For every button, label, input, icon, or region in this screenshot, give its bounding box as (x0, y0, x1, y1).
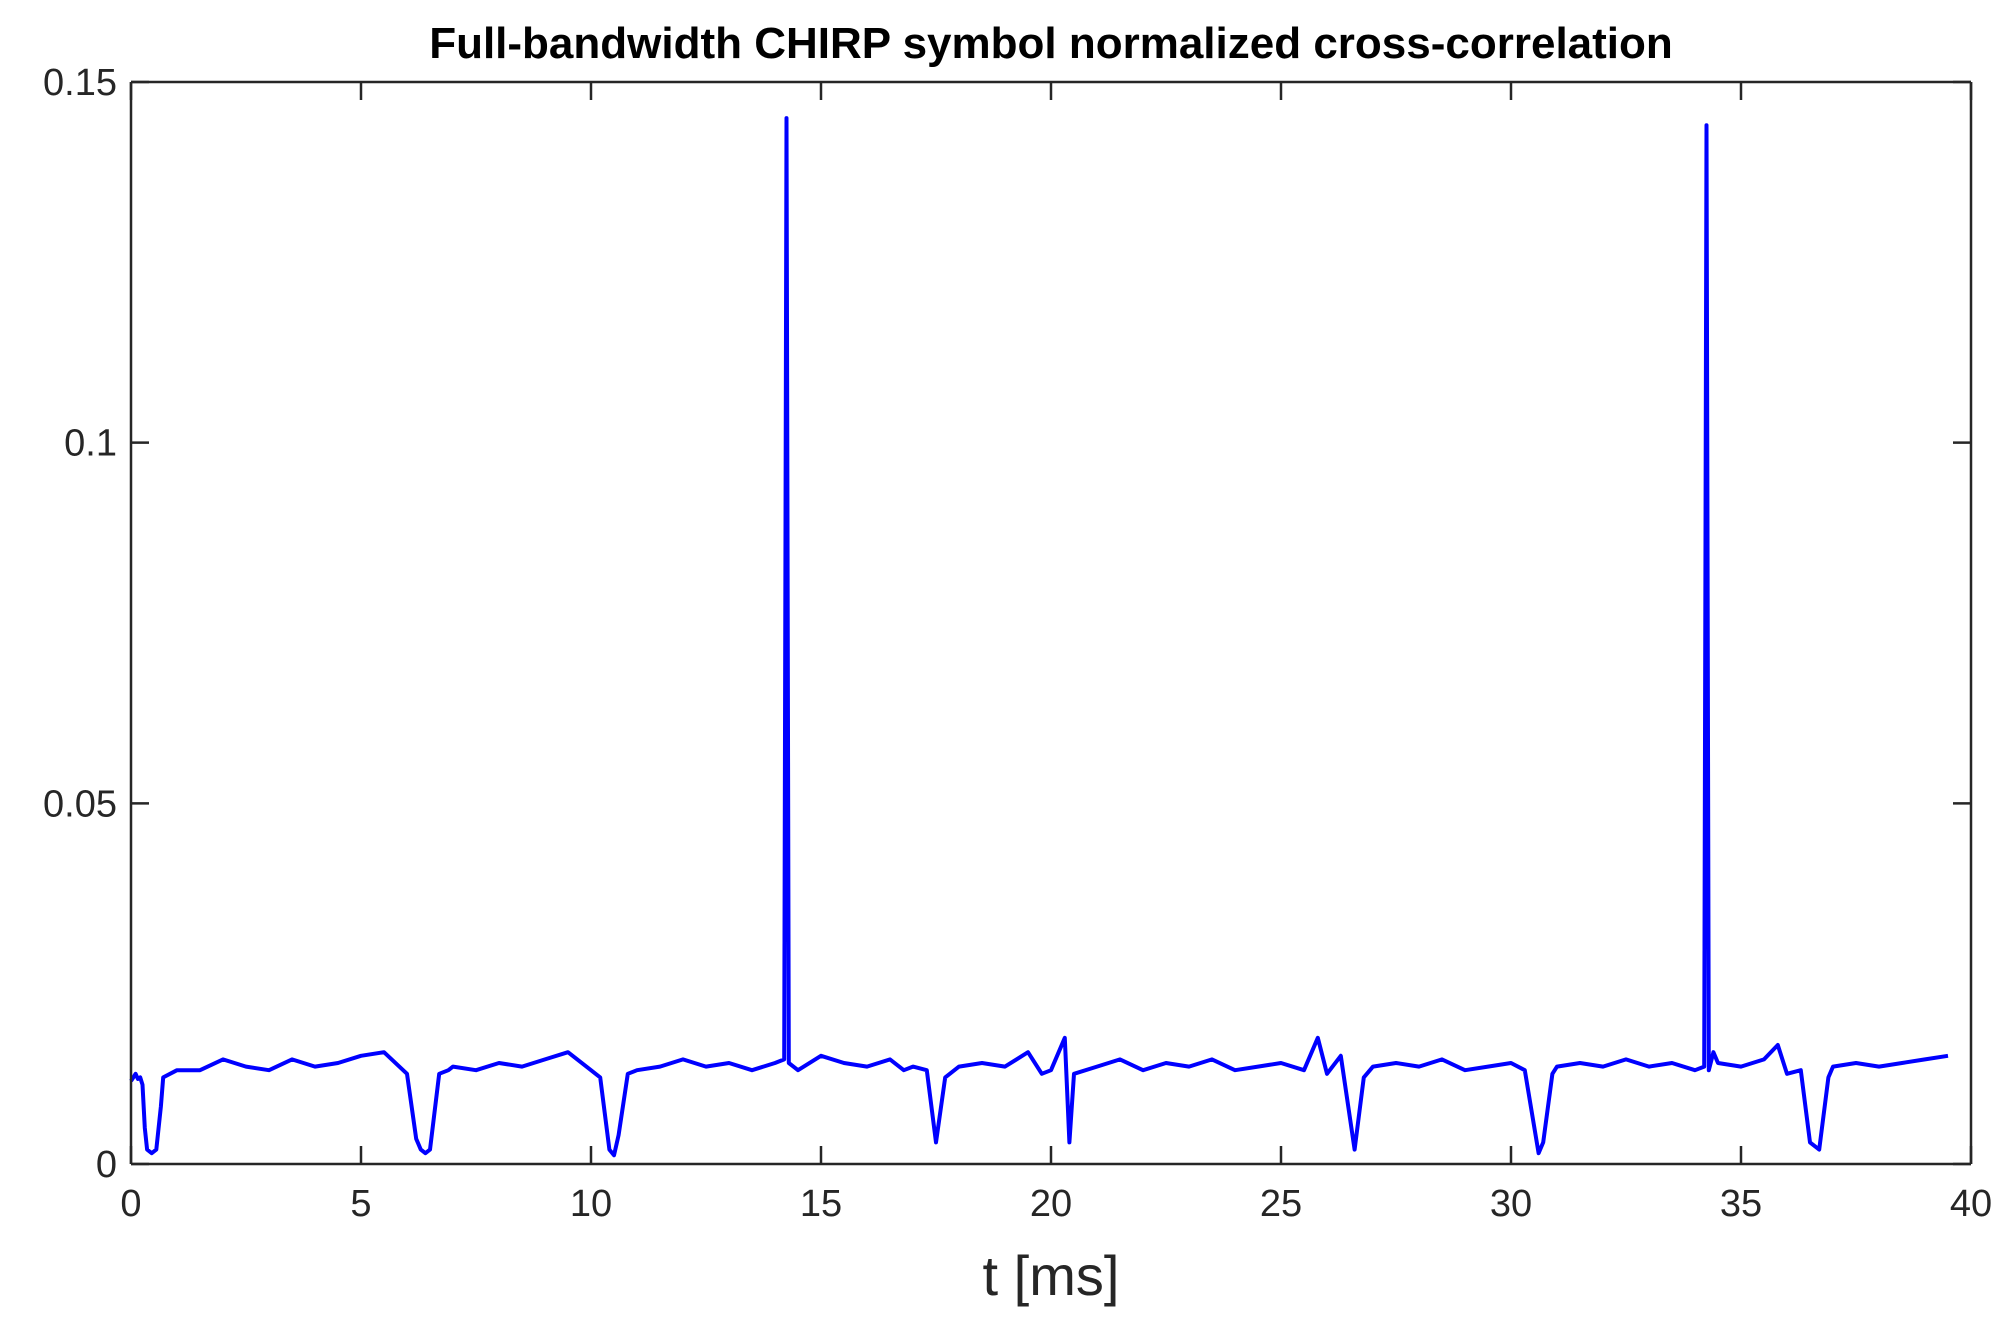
axes (129, 80, 1973, 1166)
x-tick-label: 30 (1490, 1183, 1532, 1225)
x-axis-label: t [ms] (983, 1244, 1120, 1307)
x-tick-label: 25 (1260, 1183, 1302, 1225)
chart-title: Full-bandwidth CHIRP symbol normalized c… (429, 19, 1673, 68)
y-tick-label: 0.1 (64, 423, 117, 465)
x-tick-label: 40 (1950, 1183, 1992, 1225)
x-tick-label: 20 (1030, 1183, 1072, 1225)
y-tick-label: 0 (96, 1144, 117, 1186)
plot-area (129, 116, 1949, 1158)
y-tick-label: 0.15 (43, 62, 117, 104)
x-tick-label: 15 (800, 1183, 842, 1225)
x-tick-label: 0 (120, 1183, 141, 1225)
x-tick-label: 5 (350, 1183, 371, 1225)
data-series-line-0 (129, 116, 1949, 1158)
y-tick-label: 0.05 (43, 783, 117, 825)
tick-labels: 0 5 10 15 20 25 30 35 40 0 0.05 0.1 0.15 (43, 62, 1992, 1225)
x-tick-label: 10 (570, 1183, 612, 1225)
x-tick-label: 35 (1720, 1183, 1762, 1225)
